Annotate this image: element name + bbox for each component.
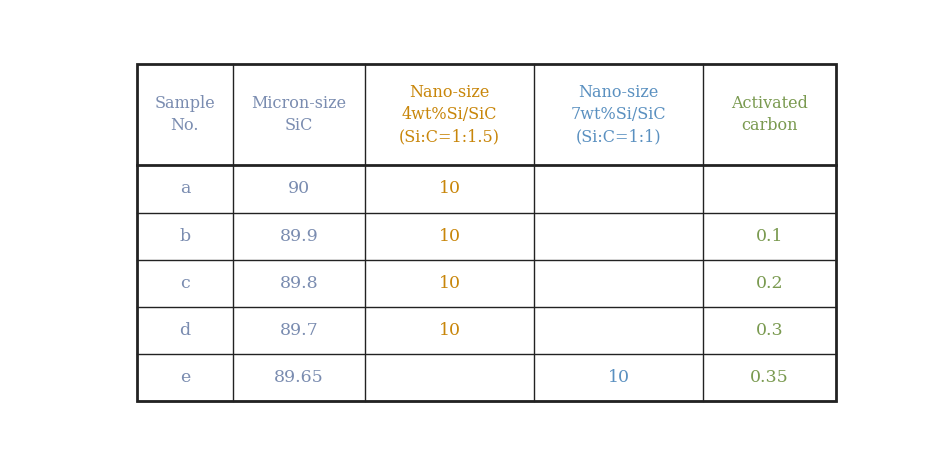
Text: 10: 10	[438, 228, 460, 245]
Text: 10: 10	[607, 369, 630, 386]
Text: a: a	[179, 180, 190, 197]
Text: 0.2: 0.2	[755, 275, 783, 292]
Text: 0.1: 0.1	[755, 228, 783, 245]
Text: c: c	[180, 275, 190, 292]
Text: d: d	[179, 322, 191, 339]
Text: Sample
No.: Sample No.	[155, 95, 215, 134]
Text: b: b	[179, 228, 191, 245]
Text: 10: 10	[438, 275, 460, 292]
Text: 0.35: 0.35	[750, 369, 789, 386]
Text: Nano-size
4wt%Si/SiC
(Si:C=1:1.5): Nano-size 4wt%Si/SiC (Si:C=1:1.5)	[400, 84, 500, 146]
Text: 10: 10	[438, 180, 460, 197]
Text: e: e	[179, 369, 190, 386]
Text: 89.65: 89.65	[274, 369, 324, 386]
Text: 89.8: 89.8	[280, 275, 318, 292]
Text: 0.3: 0.3	[755, 322, 783, 339]
Text: 89.7: 89.7	[279, 322, 318, 339]
Text: 90: 90	[288, 180, 310, 197]
Text: 10: 10	[438, 322, 460, 339]
Text: Micron-size
SiC: Micron-size SiC	[251, 95, 346, 134]
Text: 89.9: 89.9	[279, 228, 318, 245]
Text: Nano-size
7wt%Si/SiC
(Si:C=1:1): Nano-size 7wt%Si/SiC (Si:C=1:1)	[571, 84, 666, 146]
Text: Activated
carbon: Activated carbon	[731, 95, 808, 134]
